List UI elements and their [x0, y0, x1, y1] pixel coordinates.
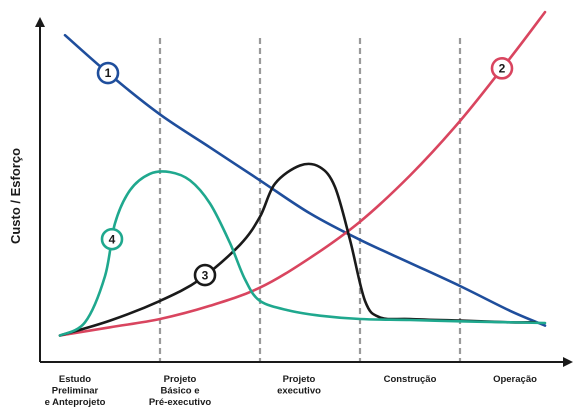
phase-label-1: Estudo Preliminar e Anteprojeto: [45, 374, 106, 408]
phase-label-3: Projeto executivo: [277, 374, 321, 397]
phase-label-line: Preliminar: [52, 386, 99, 397]
phase-label-line: Estudo: [59, 374, 91, 385]
series-line-1: [63, 33, 547, 327]
series-markers: 1 2 3 4: [96, 57, 514, 287]
axes: [35, 17, 573, 367]
y-axis-label: Custo / Esforço: [8, 148, 23, 244]
phase-label-line: Projeto: [164, 374, 197, 385]
series-layer: [58, 10, 547, 337]
marker-circle: [193, 263, 217, 287]
marker-circle: [490, 57, 514, 80]
marker-number: 4: [109, 232, 116, 246]
series-marker-4: 4: [100, 227, 124, 251]
phase-label-line: Pré-executivo: [149, 397, 212, 408]
marker-circle: [96, 61, 120, 85]
phase-dividers: [158, 38, 462, 362]
phase-label-line: Construção: [384, 374, 437, 385]
phase-label-line: executivo: [277, 386, 321, 397]
marker-number: 3: [202, 268, 209, 282]
series-marker-1: 1: [96, 61, 120, 85]
series-marker-3: 3: [193, 263, 217, 287]
phase-label-4: Construção: [384, 374, 437, 385]
phase-label-line: Básico e: [160, 386, 199, 397]
marker-number: 1: [105, 66, 112, 80]
phase-label-line: e Anteprojeto: [45, 397, 106, 408]
phase-label-line: Operação: [493, 374, 537, 385]
phase-label-line: Projeto: [283, 374, 316, 385]
phase-label-5: Operação: [493, 374, 537, 385]
marker-number: 2: [499, 62, 506, 76]
series-line-2: [58, 10, 547, 337]
series-line-4: [58, 170, 547, 337]
phase-label-2: Projeto Básico e Pré-executivo: [149, 374, 212, 408]
marker-circle: [100, 227, 124, 251]
series-marker-2: 2: [490, 57, 514, 80]
